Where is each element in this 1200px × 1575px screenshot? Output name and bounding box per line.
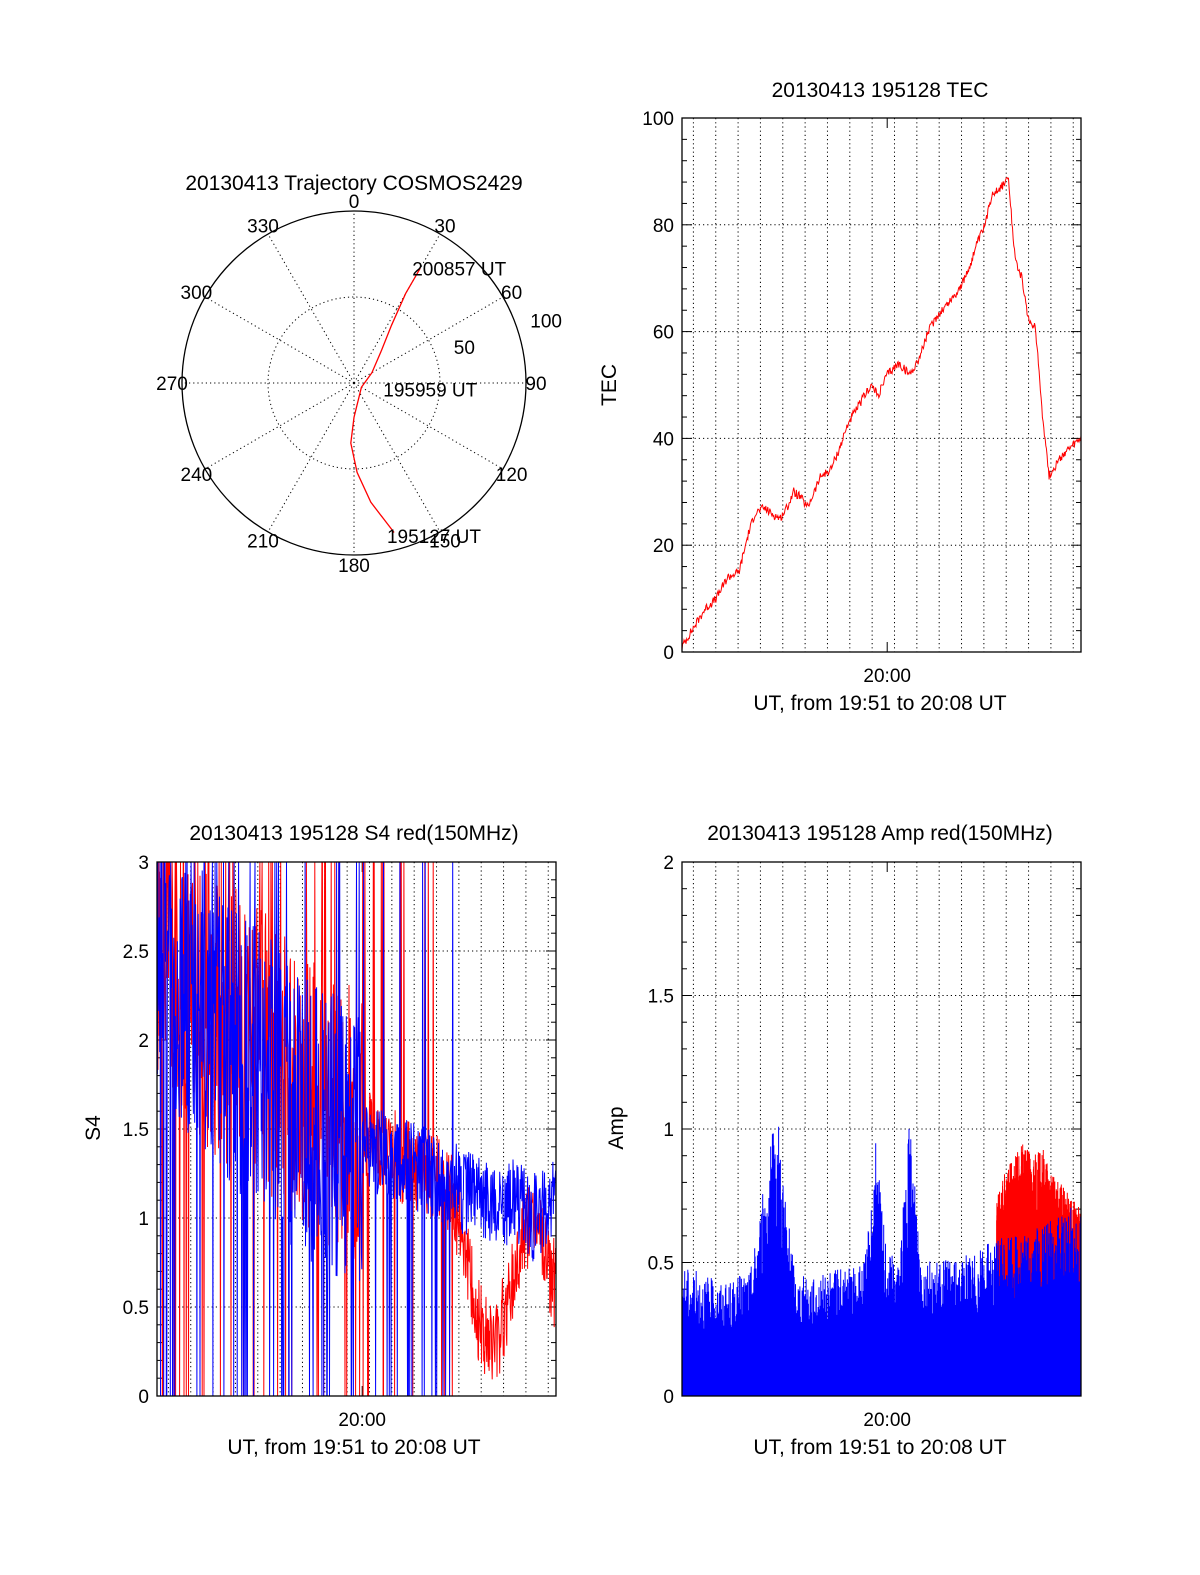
y-tick-label: 0 xyxy=(663,1387,674,1408)
amp-title: 20130413 195128 Amp red(150MHz) xyxy=(707,822,1053,845)
trajectory-annotations: 200857 UT 195959 UT 195127 UT xyxy=(383,259,506,548)
trajectory-time-label: 195959 UT xyxy=(383,381,477,402)
polar-angle-label: 210 xyxy=(247,532,279,553)
polar-angle-label: 120 xyxy=(496,465,528,486)
tec-chart: 20130413 195128 TEC TEC UT, from 19:51 t… xyxy=(598,79,1082,715)
y-tick-label: 0 xyxy=(663,643,674,664)
polar-spoke xyxy=(267,233,355,384)
s4-title: 20130413 195128 S4 red(150MHz) xyxy=(189,822,518,845)
y-tick-label: 100 xyxy=(642,109,674,130)
polar-radial-label: 100 xyxy=(530,312,562,333)
trajectory-line xyxy=(350,267,421,533)
y-tick-label: 1.5 xyxy=(123,1120,149,1141)
polar-spoke xyxy=(353,382,441,533)
polar-spoke xyxy=(267,382,355,533)
polar-angle-label: 180 xyxy=(338,556,370,577)
s4-ylabel: S4 xyxy=(82,1115,105,1141)
polar-angle-label: 300 xyxy=(181,283,213,304)
polar-grid xyxy=(181,210,527,556)
plot-frame xyxy=(681,861,1082,1397)
tec-xlabel: UT, from 19:51 to 20:08 UT xyxy=(753,692,1006,715)
y-tick-label: 0.5 xyxy=(123,1298,149,1319)
series-blue xyxy=(157,862,556,1396)
polar-spoke xyxy=(204,382,355,470)
polar-radial-labels: 50 100 xyxy=(454,312,562,360)
y-tick-label: 0 xyxy=(138,1387,149,1408)
polar-title: 20130413 Trajectory COSMOS2429 xyxy=(185,172,522,195)
y-tick-label: 3 xyxy=(138,853,149,874)
s4-xlabel: UT, from 19:51 to 20:08 UT xyxy=(227,1436,480,1459)
series-blue xyxy=(682,1126,1081,1396)
y-tick-label: 80 xyxy=(653,216,674,237)
y-tick-label: 2 xyxy=(138,1031,149,1052)
tec-ylabel: TEC xyxy=(598,364,621,406)
y-tick-label: 1 xyxy=(138,1209,149,1230)
plot-frame xyxy=(681,117,1082,653)
polar-spoke xyxy=(353,382,504,470)
s4-chart: 20130413 195128 S4 red(150MHz) S4 UT, fr… xyxy=(82,822,557,1459)
amp-chart: 20130413 195128 Amp red(150MHz) Amp UT, … xyxy=(605,822,1082,1459)
plot-area xyxy=(157,862,556,1396)
polar-radial-label: 50 xyxy=(454,338,475,359)
trajectory-time-label: 195127 UT xyxy=(387,527,481,548)
y-tick-label: 60 xyxy=(653,323,674,344)
x-tick-label: 20:00 xyxy=(863,666,911,687)
amp-ylabel: Amp xyxy=(605,1106,628,1149)
polar-angle-label: 150 xyxy=(429,532,461,553)
polar-spoke xyxy=(353,233,441,384)
polar-angle-label: 30 xyxy=(434,216,455,237)
polar-angle-label: 240 xyxy=(181,465,213,486)
trajectory-path xyxy=(350,267,421,533)
y-tick-label: 20 xyxy=(653,536,674,557)
polar-spoke xyxy=(204,296,355,384)
x-tick-label: 20:00 xyxy=(338,1410,386,1431)
y-tick-label: 1.5 xyxy=(648,987,674,1008)
polar-outer-circle xyxy=(181,210,527,556)
amp-xlabel: UT, from 19:51 to 20:08 UT xyxy=(753,1436,1006,1459)
y-tick-label: 1 xyxy=(663,1120,674,1141)
y-tick-label: 2.5 xyxy=(123,942,149,963)
trajectory-time-label: 200857 UT xyxy=(412,259,506,280)
polar-angle-labels: 0 30 60 90 120 150 180 210 240 270 300 330 xyxy=(156,192,546,577)
polar-angle-label: 60 xyxy=(501,283,522,304)
polar-angle-label: 330 xyxy=(247,216,279,237)
x-tick-label: 20:00 xyxy=(863,1410,911,1431)
series-red xyxy=(682,177,1081,650)
polar-angle-label: 90 xyxy=(525,374,546,395)
polar-angle-label: 0 xyxy=(349,192,360,213)
y-tick-label: 2 xyxy=(663,853,674,874)
plot-area xyxy=(682,1126,1081,1396)
plot-area xyxy=(682,177,1081,650)
polar-spoke xyxy=(353,296,504,384)
polar-angle-label: 270 xyxy=(156,374,188,395)
polar-inner-circle xyxy=(267,296,441,470)
trajectory-polar-chart: 20130413 Trajectory COSMOS2429 0 30 60 90 12… xyxy=(156,172,562,577)
y-tick-label: 40 xyxy=(653,429,674,450)
tec-title: 20130413 195128 TEC xyxy=(772,79,989,102)
plot-frame xyxy=(156,861,557,1397)
y-tick-label: 0.5 xyxy=(648,1254,674,1275)
